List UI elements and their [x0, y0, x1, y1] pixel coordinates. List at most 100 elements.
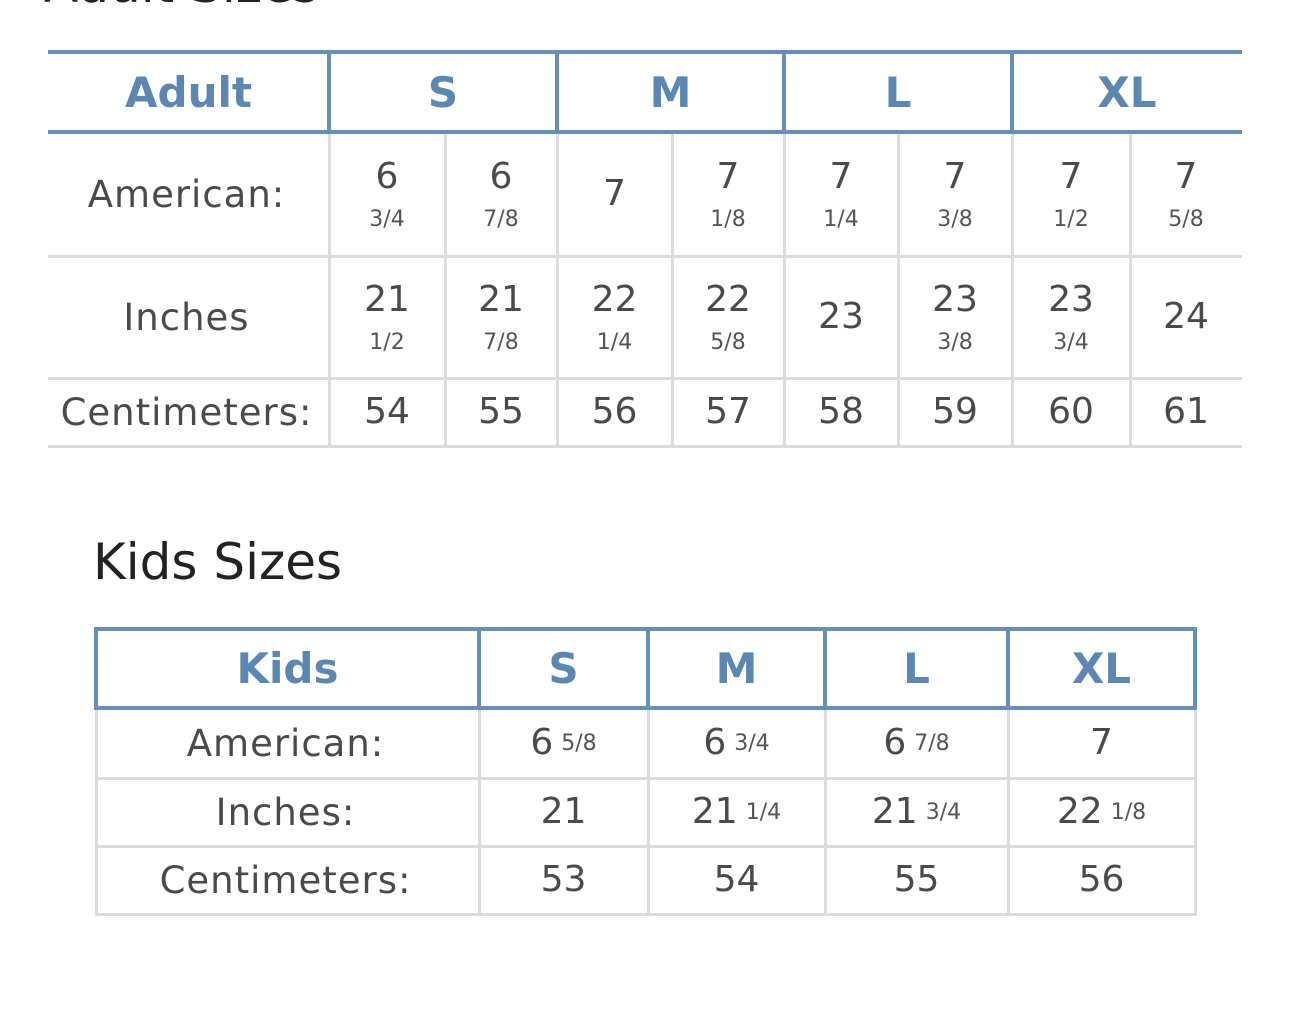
- table-border: [48, 50, 1242, 54]
- size-cell: 55: [445, 378, 557, 446]
- fraction: 3/8: [937, 329, 973, 355]
- size-cell: 54: [648, 846, 825, 914]
- table-border: [824, 708, 827, 916]
- table-border: [48, 377, 1242, 380]
- whole-number: 60: [1048, 390, 1094, 432]
- size-cell: 21 1/4: [648, 778, 825, 846]
- size-cell: 22 1/8: [1008, 778, 1195, 846]
- size-cell: 6 3/4: [648, 708, 825, 778]
- size-cell: 56: [557, 378, 672, 446]
- whole-number: 24: [1163, 295, 1209, 337]
- size-cell: 23 3/4: [1012, 256, 1130, 378]
- size-cell: 55: [825, 846, 1008, 914]
- whole-number: 57: [705, 390, 751, 432]
- table-border: [478, 708, 481, 916]
- section-heading: Adult Sizes: [44, 0, 319, 14]
- whole-number: 22: [591, 279, 638, 321]
- header-cell: M: [649, 67, 692, 117]
- whole-number: 55: [478, 390, 524, 432]
- size-cell: 7 3/8: [898, 132, 1012, 256]
- whole-number: 23: [1048, 279, 1094, 321]
- fraction: 1/8: [1110, 799, 1147, 825]
- fraction: 7/8: [914, 730, 950, 756]
- size-cell: 21: [479, 778, 648, 846]
- table-border: [1007, 708, 1010, 916]
- fraction: 1/8: [710, 206, 746, 232]
- row-label: Inches: [123, 295, 250, 339]
- table-border: [783, 132, 786, 448]
- whole-number: 6: [530, 721, 554, 763]
- header-cell: Kids: [236, 644, 339, 693]
- size-cell: 6 7/8: [445, 132, 557, 256]
- whole-number: 58: [818, 390, 864, 432]
- table-border: [96, 777, 1195, 780]
- whole-number: 7: [716, 156, 740, 198]
- fraction: 5/8: [561, 730, 597, 756]
- table-border: [477, 627, 481, 710]
- whole-number: 55: [893, 858, 940, 900]
- size-cell: 7 5/8: [1130, 132, 1242, 256]
- row-label: American:: [186, 721, 385, 765]
- table-border: [646, 627, 650, 710]
- fraction: 7/8: [483, 206, 519, 232]
- header-cell: L: [884, 67, 912, 117]
- table-border: [782, 50, 786, 134]
- whole-number: 7: [943, 156, 967, 198]
- whole-number: 21: [478, 279, 524, 321]
- fraction: 3/4: [734, 730, 770, 756]
- fraction: 1/4: [823, 206, 859, 232]
- whole-number: 59: [932, 390, 978, 432]
- table-border: [444, 132, 447, 448]
- size-cell: 23: [784, 256, 898, 378]
- table-border: [96, 913, 1195, 916]
- fraction: 1/2: [1053, 206, 1089, 232]
- size-cell: 56: [1008, 846, 1195, 914]
- size-cell: 60: [1012, 378, 1130, 446]
- size-cell: 58: [784, 378, 898, 446]
- table-border: [1010, 50, 1014, 134]
- table-border: [555, 50, 559, 134]
- row-label: Inches:: [215, 790, 356, 834]
- header-cell: L: [903, 644, 930, 693]
- table-border: [96, 845, 1195, 848]
- size-cell: 7 1/4: [784, 132, 898, 256]
- section-heading: Kids Sizes: [93, 533, 343, 591]
- row-label: American:: [87, 172, 286, 216]
- size-cell: 6 5/8: [479, 708, 648, 778]
- table-border: [647, 708, 650, 916]
- table-border: [95, 708, 98, 916]
- size-cell: 7: [557, 132, 672, 256]
- size-cell: 21 3/4: [825, 778, 1008, 846]
- size-cell: 7: [1008, 708, 1195, 778]
- size-cell: 54: [329, 378, 445, 446]
- size-cell: 61: [1130, 378, 1242, 446]
- fraction: 1/4: [596, 329, 633, 355]
- whole-number: 54: [713, 858, 760, 900]
- size-cell: 24: [1130, 256, 1242, 378]
- size-cell: 6 3/4: [329, 132, 445, 256]
- table-border: [94, 627, 98, 710]
- header-cell: M: [715, 644, 758, 693]
- size-cell: 22 5/8: [672, 256, 784, 378]
- size-cell: 21 7/8: [445, 256, 557, 378]
- table-border: [1011, 132, 1014, 448]
- table-border: [823, 627, 827, 710]
- fraction: 3/8: [937, 206, 973, 232]
- header-cell: Adult: [125, 67, 252, 117]
- table-border: [897, 132, 900, 448]
- whole-number: 23: [932, 279, 978, 321]
- table-border: [671, 132, 674, 448]
- table-border: [48, 445, 1242, 448]
- table-border: [94, 627, 1197, 631]
- whole-number: 23: [818, 295, 864, 337]
- size-cell: 57: [672, 378, 784, 446]
- fraction: 5/8: [1168, 206, 1204, 232]
- whole-number: 22: [1056, 790, 1103, 832]
- whole-number: 7: [1059, 156, 1083, 198]
- fraction: 3/4: [1053, 329, 1089, 355]
- header-cell: XL: [1071, 644, 1132, 693]
- whole-number: 53: [540, 858, 587, 900]
- whole-number: 7: [829, 156, 853, 198]
- fraction: 7/8: [483, 329, 519, 355]
